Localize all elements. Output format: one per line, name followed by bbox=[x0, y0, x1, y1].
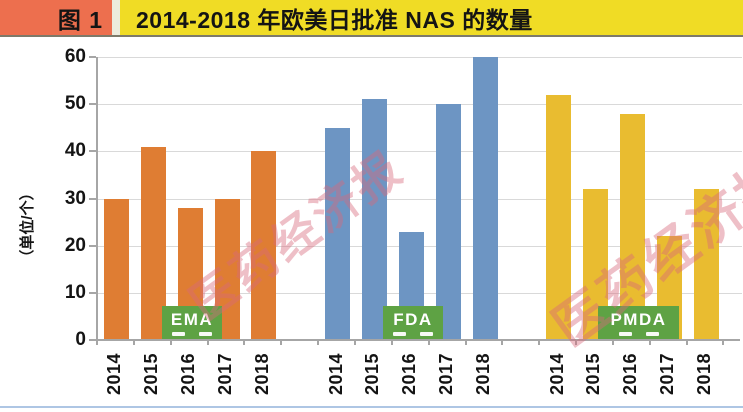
x-axis-line bbox=[92, 339, 740, 341]
x-tick-mark bbox=[243, 341, 246, 345]
bottom-divider-line bbox=[0, 406, 743, 408]
x-year-label-ema-2014: 2014 bbox=[104, 352, 125, 396]
y-tick-mark bbox=[89, 291, 96, 294]
x-tick-mark bbox=[169, 341, 172, 345]
group-badge-label: EMA bbox=[170, 310, 214, 329]
y-tick-label-0: 0 bbox=[75, 329, 86, 350]
group-badge-ema: EMA bbox=[162, 306, 222, 339]
x-tick-mark bbox=[575, 341, 578, 345]
x-year-label-pmda-2017: 2017 bbox=[657, 352, 678, 396]
header-divider bbox=[112, 0, 120, 35]
y-tick-label-30: 30 bbox=[64, 187, 86, 209]
x-year-label-fda-2014: 2014 bbox=[325, 352, 346, 396]
gridline-50 bbox=[98, 104, 742, 106]
figure-number-box: 图 1 bbox=[0, 0, 112, 35]
x-tick-mark bbox=[427, 341, 430, 345]
x-tick-mark bbox=[206, 341, 209, 345]
x-tick-mark bbox=[96, 341, 98, 345]
y-tick-label-60: 60 bbox=[64, 46, 86, 67]
plot-area bbox=[96, 57, 742, 340]
gridline-30 bbox=[98, 198, 742, 200]
x-year-label-pmda-2018: 2018 bbox=[694, 352, 715, 396]
y-tick-label-20: 20 bbox=[64, 234, 86, 256]
x-year-label-pmda-2016: 2016 bbox=[620, 352, 641, 396]
bar-fda-2018 bbox=[472, 57, 498, 340]
group-badge-label: FDA bbox=[393, 310, 433, 329]
x-tick-mark bbox=[353, 341, 356, 345]
bar-pmda-2018 bbox=[693, 189, 719, 340]
x-tick-mark bbox=[722, 341, 725, 345]
bar-ema-2018 bbox=[251, 151, 277, 340]
gridline-60 bbox=[98, 57, 742, 58]
chart-title: 2014-2018 年欧美日批准 NAS 的数量 bbox=[136, 6, 533, 33]
x-year-label-ema-2018: 2018 bbox=[251, 352, 272, 396]
x-year-label-ema-2017: 2017 bbox=[214, 352, 235, 396]
badge-clipped-text bbox=[172, 332, 212, 336]
gridline-40 bbox=[98, 151, 742, 153]
x-tick-mark bbox=[611, 341, 614, 345]
x-tick-mark bbox=[501, 341, 504, 345]
chart-title-box: 2014-2018 年欧美日批准 NAS 的数量 bbox=[120, 0, 743, 35]
x-year-label-ema-2016: 2016 bbox=[178, 352, 199, 396]
bar-pmda-2016 bbox=[619, 113, 645, 340]
x-year-label-ema-2015: 2015 bbox=[141, 352, 162, 396]
x-tick-mark bbox=[464, 341, 467, 345]
bar-fda-2014 bbox=[325, 127, 351, 340]
figure-number-label: 图 1 bbox=[57, 6, 103, 33]
x-tick-mark bbox=[280, 341, 283, 345]
x-tick-mark bbox=[685, 341, 688, 345]
x-year-label-fda-2016: 2016 bbox=[399, 352, 420, 396]
group-badge-pmda: PMDA bbox=[598, 306, 679, 339]
x-tick-mark bbox=[132, 341, 135, 345]
bar-ema-2014 bbox=[104, 198, 129, 340]
x-year-label-fda-2018: 2018 bbox=[472, 352, 493, 396]
y-tick-label-40: 40 bbox=[64, 140, 86, 162]
x-year-label-fda-2017: 2017 bbox=[436, 352, 457, 396]
bar-pmda-2014 bbox=[546, 94, 572, 340]
x-year-label-fda-2015: 2015 bbox=[362, 352, 383, 396]
y-tick-mark bbox=[89, 103, 96, 106]
y-tick-mark bbox=[89, 244, 96, 247]
figure-header: 图 1 2014-2018 年欧美日批准 NAS 的数量 bbox=[0, 0, 743, 37]
bar-fda-2015 bbox=[361, 99, 387, 340]
x-year-label-pmda-2014: 2014 bbox=[546, 352, 567, 396]
y-tick-mark bbox=[89, 150, 96, 153]
badge-clipped-text bbox=[618, 332, 659, 336]
group-badge-fda: FDA bbox=[383, 306, 443, 339]
x-tick-mark bbox=[538, 341, 541, 345]
y-tick-mark bbox=[89, 197, 96, 200]
x-tick-mark bbox=[317, 341, 320, 345]
x-tick-mark bbox=[648, 341, 651, 345]
y-axis-title: （单位/个） bbox=[19, 185, 36, 265]
badge-clipped-text bbox=[393, 332, 433, 336]
x-tick-mark bbox=[390, 341, 393, 345]
y-tick-mark bbox=[89, 56, 96, 58]
x-year-label-pmda-2015: 2015 bbox=[583, 352, 604, 396]
group-badge-label: PMDA bbox=[610, 310, 667, 329]
y-tick-label-50: 50 bbox=[64, 93, 86, 115]
bar-ema-2015 bbox=[140, 146, 166, 340]
y-tick-label-10: 10 bbox=[64, 281, 86, 303]
bar-fda-2017 bbox=[435, 104, 461, 340]
